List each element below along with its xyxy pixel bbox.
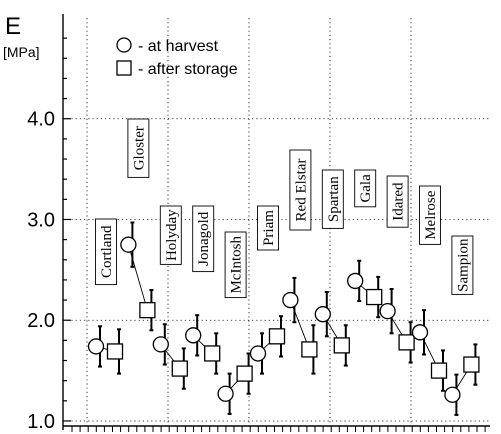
variety-label-box	[289, 149, 312, 231]
storage-point	[463, 356, 480, 373]
variety-label: Melrose	[419, 185, 441, 245]
variety-label: Priam	[257, 205, 279, 251]
y-axis-unit: [MPa]	[3, 44, 40, 60]
y-axis-title: E	[5, 13, 21, 40]
variety-label: Sampion	[451, 235, 474, 295]
axes: 1.0 2.0 3.0 4.0	[27, 14, 490, 433]
legend-label-storage: - after storage	[138, 61, 238, 78]
variety-label-box	[192, 205, 215, 273]
variety-label-box	[159, 205, 182, 265]
variety-label-text: Gala	[358, 174, 374, 203]
harvest-point	[120, 236, 137, 253]
variety-label-box	[354, 169, 377, 208]
pair-connector	[127, 244, 148, 311]
variety-label-text: Red Elstar	[293, 159, 309, 222]
storage-point	[333, 337, 350, 354]
harvest-point	[185, 327, 202, 344]
y-tick-label: 1.0	[27, 411, 55, 433]
data-series	[87, 221, 480, 416]
harvest-point	[444, 386, 461, 403]
variety-label-text: McIntosh	[229, 236, 245, 294]
variety-label-text: Jonagold	[196, 211, 212, 266]
variety-label: Jonagold	[192, 205, 215, 273]
y-tick-label: 3.0	[27, 209, 55, 231]
variety-label-box	[127, 118, 150, 178]
variety-label-box	[451, 235, 474, 295]
storage-point	[430, 362, 448, 379]
legend: - at harvest - after storage	[116, 37, 238, 78]
harvest-point	[411, 324, 429, 341]
harvest-point	[379, 303, 396, 320]
variety-label: Spartan	[321, 169, 344, 229]
y-tick-label: 4.0	[27, 109, 55, 131]
storage-point	[236, 365, 253, 382]
harvest-point	[282, 291, 299, 309]
variety-labels: Cortland Gloster Holyday Jonagold McIntosh Pr…	[95, 118, 474, 299]
legend-circle-marker	[116, 37, 132, 53]
legend-square-marker	[116, 60, 132, 76]
variety-label-box	[95, 218, 117, 286]
harvest-point	[314, 306, 331, 323]
harvest-point	[217, 385, 234, 402]
grid	[63, 18, 490, 426]
harvest-point	[87, 338, 105, 355]
storage-point	[106, 343, 124, 360]
variety-label-text: Cortland	[99, 225, 115, 278]
variety-label: Gala	[354, 169, 377, 208]
storage-point	[139, 301, 156, 319]
harvest-point	[152, 336, 169, 353]
variety-label-text: Gloster	[131, 126, 147, 170]
storage-point	[366, 288, 383, 306]
variety-label-text: Sampion	[455, 238, 471, 292]
variety-label-box	[257, 205, 279, 251]
variety-label-text: Holyday	[164, 209, 180, 261]
storage-point	[398, 334, 415, 351]
harvest-point	[249, 345, 267, 362]
variety-label-text: Idared	[391, 182, 407, 221]
variety-label-box	[419, 185, 441, 245]
variety-label-box	[386, 175, 409, 228]
variety-label-text: Spartan	[326, 176, 342, 222]
storage-point	[301, 341, 318, 358]
variety-label: Red Elstar	[289, 149, 312, 231]
storage-point	[204, 345, 221, 362]
storage-point	[268, 328, 286, 345]
variety-label: Idared	[386, 175, 409, 228]
variety-label: Cortland	[95, 218, 117, 286]
storage-point	[171, 360, 188, 377]
variety-label-text: Priam	[261, 210, 277, 246]
variety-label: Holyday	[159, 205, 182, 265]
variety-label: Gloster	[127, 118, 150, 178]
variety-label: McIntosh	[224, 231, 247, 299]
y-tick-label: 2.0	[27, 310, 55, 332]
variety-label-text: Melrose	[423, 190, 439, 239]
variety-label-box	[224, 231, 247, 299]
variety-label-box	[321, 169, 344, 229]
legend-label-harvest: - at harvest	[138, 38, 219, 55]
harvest-point	[347, 272, 364, 290]
